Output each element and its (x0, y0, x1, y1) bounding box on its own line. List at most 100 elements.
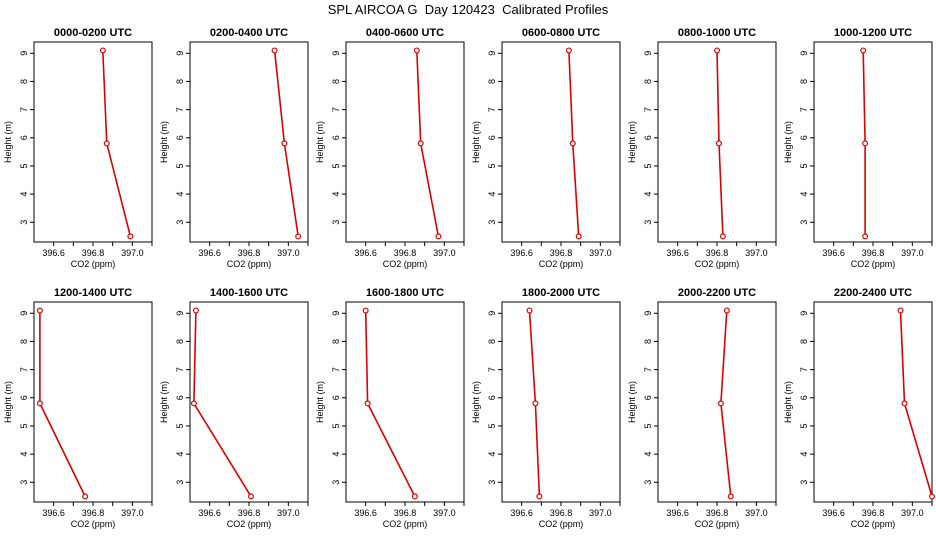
data-point (192, 307, 199, 314)
x-tick-label: 396.6 (198, 508, 221, 518)
y-tick-label: 4 (19, 452, 29, 457)
y-tick-label: 7 (643, 107, 653, 112)
x-axis-label: CO2 (ppm) (227, 519, 272, 529)
data-point (860, 47, 867, 54)
data-point (719, 233, 726, 240)
x-axis-label: CO2 (ppm) (695, 259, 740, 269)
y-tick-label: 6 (19, 135, 29, 140)
plot-frame (189, 301, 309, 503)
y-axis-label: Height (m) (783, 121, 793, 163)
data-point (435, 233, 442, 240)
y-tick-label: 4 (643, 452, 653, 457)
y-tick-label: 6 (643, 395, 653, 400)
y-tick-label: 5 (331, 163, 341, 168)
profile-line (193, 310, 252, 497)
y-tick-label: 3 (175, 480, 185, 485)
y-tick-label: 9 (331, 51, 341, 56)
x-tick-label: 396.8 (238, 508, 261, 518)
data-point (36, 307, 43, 314)
y-tick-label: 7 (643, 367, 653, 372)
y-tick-label: 6 (799, 395, 809, 400)
plot-frame (813, 301, 933, 503)
y-tick-label: 6 (487, 395, 497, 400)
y-axis-label: Height (m) (159, 121, 169, 163)
x-axis-label: CO2 (ppm) (539, 519, 584, 529)
y-tick-label: 9 (175, 51, 185, 56)
data-point (364, 400, 371, 407)
y-tick-label: 7 (799, 367, 809, 372)
x-tick-label: 396.8 (82, 508, 105, 518)
y-tick-label: 6 (487, 135, 497, 140)
panel-title: 0800-1000 UTC (678, 27, 756, 39)
y-tick-label: 6 (19, 395, 29, 400)
data-point (862, 140, 869, 147)
y-tick-label: 8 (175, 339, 185, 344)
x-tick-label: 396.6 (354, 508, 377, 518)
panel-title: 1000-1200 UTC (834, 27, 912, 39)
data-point (713, 47, 720, 54)
plot-frame (189, 41, 309, 243)
x-tick-label: 396.8 (238, 248, 261, 258)
data-point (103, 140, 110, 147)
data-point (413, 47, 420, 54)
y-tick-label: 5 (175, 423, 185, 428)
y-tick-label: 4 (19, 192, 29, 197)
y-axis-label: Height (m) (471, 121, 481, 163)
x-axis-label: CO2 (ppm) (539, 259, 584, 269)
y-tick-label: 4 (331, 192, 341, 197)
data-point (715, 140, 722, 147)
y-tick-label: 5 (487, 163, 497, 168)
panel-title: 2000-2200 UTC (678, 287, 756, 299)
data-point (99, 47, 106, 54)
y-tick-label: 6 (331, 395, 341, 400)
plot-frame (33, 301, 153, 503)
x-tick-label: 396.6 (822, 508, 845, 518)
data-point (362, 307, 369, 314)
panel-1600-1800-utc: 1600-1800 UTC 396.6 396.8 397.0 CO2 (ppm) 3 4 5… (315, 287, 465, 529)
y-tick-label: 7 (175, 107, 185, 112)
y-tick-label: 4 (175, 192, 185, 197)
data-point (271, 47, 278, 54)
x-tick-label: 397.0 (901, 508, 924, 518)
y-tick-label: 3 (331, 480, 341, 485)
y-tick-label: 7 (19, 367, 29, 372)
plot-frame (657, 301, 777, 503)
y-tick-label: 9 (799, 311, 809, 316)
profile-line (364, 310, 416, 497)
y-tick-label: 5 (175, 163, 185, 168)
data-point (127, 233, 134, 240)
panel-0000-0200-utc: 0000-0200 UTC 396.6 396.8 397.0 CO2 (ppm) 3 4 5… (3, 27, 153, 269)
data-point (247, 493, 254, 500)
y-tick-label: 3 (643, 220, 653, 225)
y-tick-label: 5 (799, 423, 809, 428)
y-tick-label: 7 (487, 107, 497, 112)
panel-title: 0400-0600 UTC (366, 27, 444, 39)
y-tick-label: 7 (799, 107, 809, 112)
panel-title: 1400-1600 UTC (210, 287, 288, 299)
y-tick-label: 6 (643, 135, 653, 140)
x-tick-label: 397.0 (745, 508, 768, 518)
data-point (901, 400, 908, 407)
data-point (295, 233, 302, 240)
panel-title: 0000-0200 UTC (54, 27, 132, 39)
y-tick-label: 4 (487, 452, 497, 457)
y-tick-label: 5 (331, 423, 341, 428)
x-tick-label: 396.6 (666, 508, 689, 518)
x-tick-label: 396.8 (862, 508, 885, 518)
y-tick-label: 5 (643, 163, 653, 168)
x-tick-label: 396.8 (550, 248, 573, 258)
x-tick-label: 396.8 (394, 508, 417, 518)
y-tick-label: 9 (643, 51, 653, 56)
data-point (575, 233, 582, 240)
x-axis-label: CO2 (ppm) (695, 519, 740, 529)
data-point (897, 307, 904, 314)
y-tick-label: 3 (643, 480, 653, 485)
y-tick-label: 4 (487, 192, 497, 197)
x-axis-label: CO2 (ppm) (851, 519, 896, 529)
data-point (723, 307, 730, 314)
x-tick-label: 397.0 (433, 248, 456, 258)
y-tick-label: 9 (175, 311, 185, 316)
y-tick-label: 5 (19, 423, 29, 428)
panel-2200-2400-utc: 2200-2400 UTC 396.6 396.8 397.0 CO2 (ppm) 3 4 5… (783, 287, 935, 529)
y-tick-label: 5 (19, 163, 29, 168)
